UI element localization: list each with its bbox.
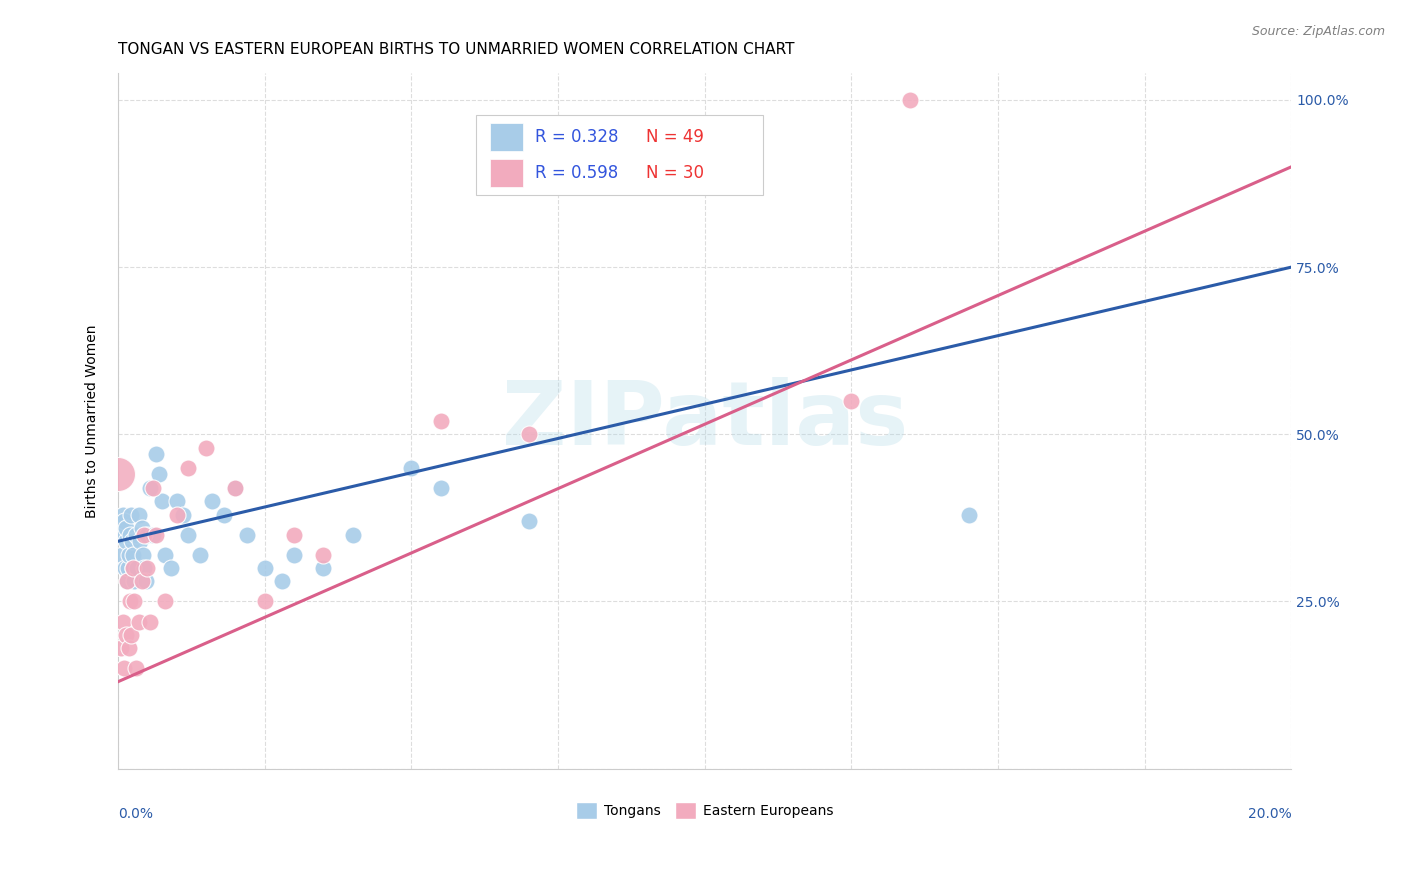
Point <box>120 628 142 642</box>
Point <box>121 561 143 575</box>
Point <box>136 527 159 541</box>
Point <box>114 534 136 549</box>
Point <box>148 467 170 482</box>
Point <box>177 460 200 475</box>
Text: Source: ZipAtlas.com: Source: ZipAtlas.com <box>1251 25 1385 38</box>
Point <box>121 534 143 549</box>
Text: N = 30: N = 30 <box>645 163 704 182</box>
Bar <box>489 123 523 151</box>
Point <box>517 514 540 528</box>
Point <box>117 641 139 656</box>
Legend: Tongans, Eastern Europeans: Tongans, Eastern Europeans <box>571 797 838 824</box>
Point <box>131 574 153 589</box>
Point <box>128 534 150 549</box>
Point <box>134 561 156 575</box>
Text: ZIPatlas: ZIPatlas <box>502 377 908 465</box>
Point <box>131 521 153 535</box>
Point <box>253 561 276 575</box>
Text: N = 49: N = 49 <box>645 128 704 146</box>
Point <box>150 494 173 508</box>
Point <box>135 574 157 589</box>
Point <box>224 481 246 495</box>
Point <box>312 561 335 575</box>
Point <box>110 527 132 541</box>
Point <box>122 548 145 562</box>
Point <box>124 661 146 675</box>
Point <box>136 561 159 575</box>
Y-axis label: Births to Unmarried Women: Births to Unmarried Women <box>86 324 100 517</box>
Point <box>898 93 921 107</box>
Point <box>401 460 423 475</box>
Point <box>342 527 364 541</box>
Point <box>429 414 451 428</box>
Point <box>117 561 139 575</box>
Text: R = 0.328: R = 0.328 <box>534 128 619 146</box>
Text: R = 0.598: R = 0.598 <box>534 163 617 182</box>
Point <box>224 481 246 495</box>
Point <box>121 561 143 575</box>
Point <box>188 548 211 562</box>
Text: TONGAN VS EASTERN EUROPEAN BIRTHS TO UNMARRIED WOMEN CORRELATION CHART: TONGAN VS EASTERN EUROPEAN BIRTHS TO UNM… <box>118 42 794 57</box>
Point <box>115 574 138 589</box>
Point <box>253 594 276 608</box>
Point <box>114 628 136 642</box>
Point <box>139 615 162 629</box>
Point <box>124 527 146 541</box>
Point <box>134 527 156 541</box>
Point <box>283 548 305 562</box>
Point <box>107 467 129 482</box>
Point <box>115 521 138 535</box>
Point <box>142 481 165 495</box>
Point <box>118 527 141 541</box>
Point <box>153 548 176 562</box>
Point <box>957 508 980 522</box>
Text: 0.0%: 0.0% <box>118 807 153 821</box>
Point <box>111 615 134 629</box>
Point <box>110 641 132 656</box>
Point <box>177 527 200 541</box>
Point <box>201 494 224 508</box>
Point <box>142 527 165 541</box>
Point <box>115 574 138 589</box>
Point <box>117 548 139 562</box>
Point <box>153 594 176 608</box>
Bar <box>489 159 523 186</box>
Point <box>112 514 135 528</box>
Point <box>111 548 134 562</box>
Point <box>212 508 235 522</box>
Point <box>131 548 153 562</box>
Point <box>124 574 146 589</box>
Point <box>195 441 218 455</box>
Point <box>120 508 142 522</box>
Point <box>125 561 148 575</box>
Point <box>112 661 135 675</box>
FancyBboxPatch shape <box>475 115 763 194</box>
Text: 20.0%: 20.0% <box>1247 807 1291 821</box>
Point <box>145 527 167 541</box>
Point <box>160 561 183 575</box>
Point <box>124 594 146 608</box>
Point <box>166 494 188 508</box>
Point <box>118 594 141 608</box>
Point <box>429 481 451 495</box>
Point <box>841 393 863 408</box>
Point <box>166 508 188 522</box>
Point <box>128 615 150 629</box>
Point <box>145 447 167 461</box>
Point <box>283 527 305 541</box>
Point <box>236 527 259 541</box>
Point <box>172 508 194 522</box>
Point <box>312 548 335 562</box>
Point <box>517 427 540 442</box>
Point <box>271 574 294 589</box>
Point <box>114 561 136 575</box>
Point <box>111 508 134 522</box>
Point <box>139 481 162 495</box>
Point <box>128 508 150 522</box>
